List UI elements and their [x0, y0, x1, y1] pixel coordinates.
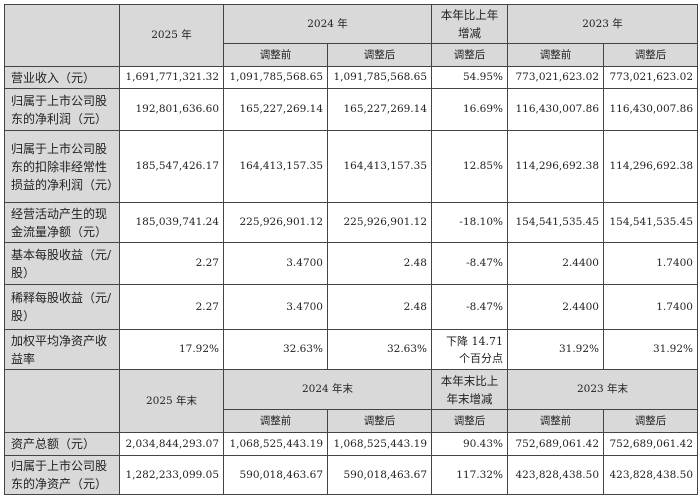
cell: 154,541,535.45: [603, 202, 698, 243]
header2-2024-before: 调整前: [223, 409, 328, 433]
header2-change: 本年末比上年末增减: [431, 369, 508, 410]
cell: 165,227,269.14: [223, 88, 328, 131]
cell: 164,413,157.35: [327, 130, 432, 203]
row-label: 归属于上市公司股东的净利润（元）: [4, 88, 120, 131]
cell: 3.4700: [223, 242, 328, 285]
cell: 116,430,007.86: [603, 88, 698, 131]
cell: 423,828,438.50: [603, 455, 698, 495]
cell: 185,547,426.17: [119, 130, 224, 203]
row-label: 归属于上市公司股东的净资产（元）: [4, 455, 120, 495]
cell: 1.7400: [603, 242, 698, 285]
header-change-after: 调整后: [431, 43, 508, 67]
table-row-deducted-net-profit: 归属于上市公司股东的扣除非经常性损益的净利润（元） 185,547,426.17…: [4, 130, 698, 203]
row-label: 稀释每股收益（元/股）: [4, 284, 120, 330]
cell: 1,091,785,568.65: [223, 66, 328, 89]
header-corner: [4, 4, 120, 67]
table-row-operating-cash-flow: 经营活动产生的现金流量净额（元） 185,039,741.24 225,926,…: [4, 202, 698, 243]
cell: 2.4400: [507, 242, 604, 285]
cell: 225,926,901.12: [327, 202, 432, 243]
header2-2025: 2025 年末: [119, 369, 224, 433]
cell: 116,430,007.86: [507, 88, 604, 131]
header2-2024-after: 调整后: [327, 409, 432, 433]
header2-corner: [4, 369, 120, 433]
header-2025: 2025 年: [119, 4, 224, 67]
cell: 192,801,636.60: [119, 88, 224, 131]
header-2023-after: 调整后: [603, 43, 698, 67]
cell: 1,691,771,321.32: [119, 66, 224, 89]
row-label: 资产总额（元）: [4, 432, 120, 456]
cell: 164,413,157.35: [223, 130, 328, 203]
header-change: 本年比上年增减: [431, 4, 508, 44]
cell: 31.92%: [507, 329, 604, 370]
cell: 1.7400: [603, 284, 698, 330]
cell: 752,689,061.42: [507, 432, 604, 456]
table-row-total-assets: 资产总额（元） 2,034,844,293.07 1,068,525,443.1…: [4, 432, 698, 456]
header2-2023-before: 调整前: [507, 409, 604, 433]
header2-2024: 2024 年末: [223, 369, 432, 410]
table-row-net-profit: 归属于上市公司股东的净利润（元） 192,801,636.60 165,227,…: [4, 88, 698, 131]
row-label: 基本每股收益（元/股）: [4, 242, 120, 285]
cell: 1,091,785,568.65: [327, 66, 432, 89]
cell: 32.63%: [327, 329, 432, 370]
cell: 114,296,692.38: [603, 130, 698, 203]
table-row-net-assets: 归属于上市公司股东的净资产（元） 1,282,233,099.05 590,01…: [4, 455, 698, 495]
cell: 154,541,535.45: [507, 202, 604, 243]
header-2023: 2023 年: [507, 4, 698, 44]
cell: 12.85%: [431, 130, 508, 203]
cell: 1,068,525,443.19: [223, 432, 328, 456]
header-2024: 2024 年: [223, 4, 432, 44]
cell: 165,227,269.14: [327, 88, 432, 131]
cell: 225,926,901.12: [223, 202, 328, 243]
cell: 2.27: [119, 242, 224, 285]
header-2024-before: 调整前: [223, 43, 328, 67]
cell: 185,039,741.24: [119, 202, 224, 243]
row-label: 经营活动产生的现金流量净额（元）: [4, 202, 120, 243]
header2-2023-after: 调整后: [603, 409, 698, 433]
cell: 2,034,844,293.07: [119, 432, 224, 456]
table-row-diluted-eps: 稀释每股收益（元/股） 2.27 3.4700 2.48 -8.47% 2.44…: [4, 284, 698, 330]
cell: 90.43%: [431, 432, 508, 456]
cell: 773,021,623.02: [603, 66, 698, 89]
cell: 773,021,623.02: [507, 66, 604, 89]
financial-summary-table: 2025 年 2024 年 本年比上年增减 2023 年 调整前 调整后 调整后…: [4, 4, 698, 495]
header-2023-before: 调整前: [507, 43, 604, 67]
cell: 54.95%: [431, 66, 508, 89]
cell: 31.92%: [603, 329, 698, 370]
cell: 1,068,525,443.19: [327, 432, 432, 456]
cell: 16.69%: [431, 88, 508, 131]
cell: 590,018,463.67: [223, 455, 328, 495]
cell: 2.27: [119, 284, 224, 330]
cell: 32.63%: [223, 329, 328, 370]
cell: 2.48: [327, 242, 432, 285]
row-label: 归属于上市公司股东的扣除非经常性损益的净利润（元）: [4, 130, 120, 203]
cell: 752,689,061.42: [603, 432, 698, 456]
table-row-weighted-roe: 加权平均净资产收益率 17.92% 32.63% 32.63% 下降 14.71…: [4, 329, 698, 370]
table-row-revenue: 营业收入（元） 1,691,771,321.32 1,091,785,568.6…: [4, 66, 698, 89]
cell: 114,296,692.38: [507, 130, 604, 203]
row-label: 营业收入（元）: [4, 66, 120, 89]
cell: -8.47%: [431, 242, 508, 285]
cell: 117.32%: [431, 455, 508, 495]
header2-2023: 2023 年末: [507, 369, 698, 410]
cell: 17.92%: [119, 329, 224, 370]
cell: -8.47%: [431, 284, 508, 330]
cell: 1,282,233,099.05: [119, 455, 224, 495]
header2-change-after: 调整后: [431, 409, 508, 433]
cell: 423,828,438.50: [507, 455, 604, 495]
cell: 590,018,463.67: [327, 455, 432, 495]
cell: 2.48: [327, 284, 432, 330]
cell: 下降 14.71 个百分点: [431, 329, 508, 370]
cell: 3.4700: [223, 284, 328, 330]
cell: 2.4400: [507, 284, 604, 330]
cell: -18.10%: [431, 202, 508, 243]
row-label: 加权平均净资产收益率: [4, 329, 120, 370]
table-row-basic-eps: 基本每股收益（元/股） 2.27 3.4700 2.48 -8.47% 2.44…: [4, 242, 698, 285]
header-2024-after: 调整后: [327, 43, 432, 67]
